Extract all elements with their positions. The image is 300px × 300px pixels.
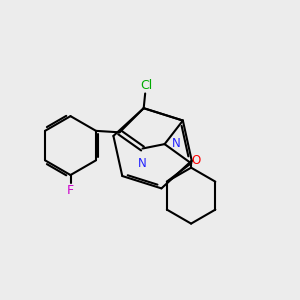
Text: Cl: Cl (140, 79, 152, 92)
Text: O: O (192, 154, 201, 167)
Text: N: N (138, 157, 146, 170)
Text: N: N (172, 137, 181, 150)
Text: F: F (67, 184, 74, 197)
